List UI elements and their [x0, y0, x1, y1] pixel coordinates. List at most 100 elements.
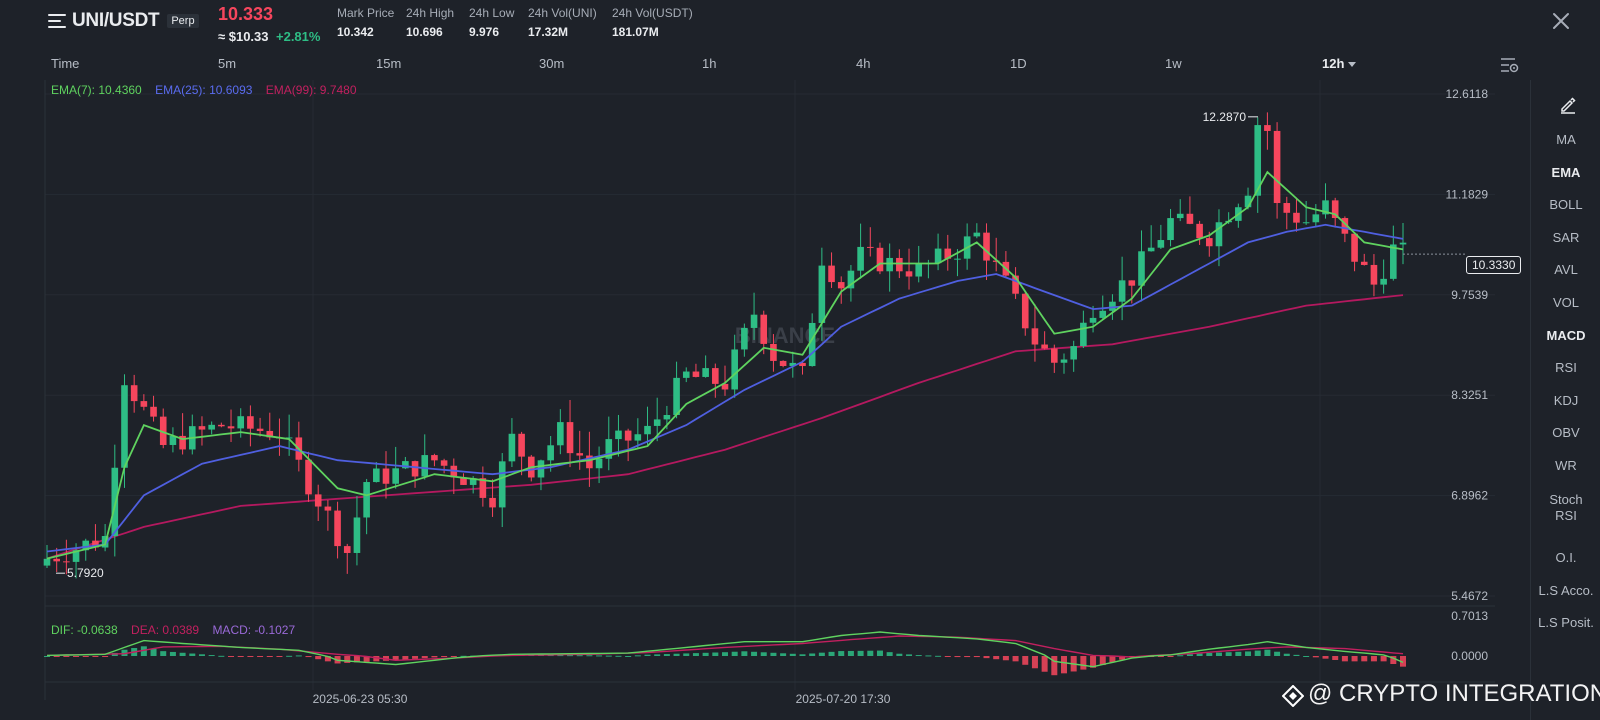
indicator-kdj[interactable]: KDJ — [1553, 393, 1579, 408]
candle-body — [1215, 222, 1223, 247]
macd-bar — [799, 654, 806, 656]
macd-bar — [1293, 654, 1300, 656]
candle-body — [1157, 240, 1165, 248]
macd-bar — [760, 652, 767, 656]
macd-bar — [228, 656, 235, 657]
candle-body — [1283, 203, 1291, 213]
indicator-wr[interactable]: WR — [1555, 458, 1577, 473]
stat-24h-high: 24h High 10.696 — [406, 6, 454, 39]
macd-bar — [896, 653, 903, 656]
macd-bar — [344, 656, 351, 663]
candle-body — [663, 415, 671, 420]
candle-body — [43, 558, 51, 566]
candle-body — [402, 461, 409, 469]
stat-24h-low: 24h Low 9.976 — [469, 6, 514, 39]
indicator-vol[interactable]: VOL — [1552, 295, 1579, 310]
close-icon[interactable] — [1550, 10, 1572, 32]
candle-body — [1399, 242, 1407, 245]
pencil-icon[interactable] — [1559, 96, 1577, 114]
interval-15m[interactable]: 15m — [376, 56, 402, 71]
candle-body — [673, 377, 680, 416]
interval-30m[interactable]: 30m — [539, 56, 565, 71]
stat-label: Mark Price — [337, 6, 395, 20]
candle-body — [479, 478, 487, 498]
interval-4h[interactable]: 4h — [856, 56, 871, 71]
macd-bar — [867, 650, 874, 656]
indicator-rsi[interactable]: RSI — [1555, 360, 1577, 375]
macd-legend: DIF: -0.0638 DEA: 0.0389 MACD: -0.1027 — [51, 623, 305, 637]
ema25-legend: EMA(25): 10.6093 — [155, 83, 253, 97]
candle-body — [266, 430, 274, 438]
macd-bar — [1303, 656, 1310, 657]
macd-bar — [460, 655, 467, 657]
time-axis-label: 2025-06-23 05:30 — [313, 692, 408, 706]
macd-bar — [1196, 653, 1203, 656]
candle-body — [1390, 244, 1397, 279]
macd-bar — [1109, 656, 1116, 663]
symbol-selector[interactable]: UNI/USDT Perp — [48, 10, 199, 32]
interval-1d[interactable]: 1D — [1010, 56, 1027, 71]
candle-body — [208, 424, 215, 430]
macd-bar — [1351, 656, 1358, 662]
indicator-obv[interactable]: OBV — [1552, 425, 1580, 440]
macd-bar — [198, 654, 205, 656]
candle-body — [818, 265, 826, 323]
candlestick-chart[interactable]: BINANCE 12.611811.18299.75398.32516.8962… — [0, 80, 1525, 710]
macd-bar — [751, 651, 758, 656]
macd-bar — [1099, 656, 1106, 666]
interval-1h[interactable]: 1h — [702, 56, 717, 71]
macd-bar — [441, 656, 448, 657]
candle-body — [837, 282, 845, 289]
ema7-legend: EMA(7): 10.4360 — [51, 83, 142, 97]
candle-body — [411, 461, 419, 477]
indicator-oi[interactable]: O.I. — [1555, 550, 1577, 565]
candle-body — [866, 246, 874, 248]
candle-body — [828, 265, 835, 283]
candle-body — [586, 455, 593, 469]
price-axis-label: 5.4672 — [1451, 589, 1488, 603]
macd-bar — [722, 652, 728, 656]
candle-body — [750, 314, 758, 328]
macd-value-legend: MACD: -0.1027 — [212, 623, 296, 637]
candle-body — [576, 453, 584, 456]
candle-body — [1196, 223, 1203, 239]
candle-body — [857, 246, 864, 271]
macd-bar — [741, 651, 748, 656]
indicator-ema[interactable]: EMA — [1551, 165, 1581, 180]
interval-time[interactable]: Time — [51, 56, 80, 71]
candle-body — [498, 461, 506, 508]
menu-icon[interactable] — [48, 14, 66, 28]
indicator-stoch-rsi[interactable]: Stoch RSI — [1549, 492, 1583, 523]
candle-body — [363, 482, 370, 518]
candle-body — [1051, 348, 1058, 363]
macd-bar — [1341, 656, 1348, 662]
candle-body — [634, 434, 642, 441]
candle-body — [557, 422, 564, 446]
indicator-macd[interactable]: MACD — [1546, 328, 1586, 343]
settings-icon[interactable] — [1500, 56, 1520, 74]
macd-bar — [1283, 653, 1290, 656]
indicator-boll[interactable]: BOLL — [1549, 197, 1583, 212]
candle-body — [615, 430, 622, 440]
macd-bar — [412, 656, 419, 659]
indicator-ls-accounts[interactable]: L.S Acco. — [1538, 583, 1594, 598]
candle-body — [305, 459, 312, 495]
macd-bar — [731, 651, 738, 656]
interval-1w[interactable]: 1w — [1165, 56, 1182, 71]
candle-body — [954, 258, 961, 260]
indicator-avl[interactable]: AVL — [1554, 262, 1578, 277]
macd-bar — [63, 656, 70, 657]
indicator-ma[interactable]: MA — [1556, 132, 1576, 147]
interval-5m[interactable]: 5m — [218, 56, 237, 71]
candle-body — [712, 368, 719, 384]
macd-bar — [1167, 656, 1174, 657]
candle-body — [1331, 200, 1339, 219]
indicator-sar[interactable]: SAR — [1552, 230, 1580, 245]
interval-12h[interactable]: 12h — [1322, 56, 1357, 71]
watermark-text: @ CRYPTO INTEGRATION — [1308, 680, 1600, 707]
candle-body — [1186, 213, 1194, 224]
indicator-ls-positions[interactable]: L.S Posit. — [1538, 615, 1594, 630]
macd-bar — [615, 655, 622, 657]
candle-body — [1244, 195, 1252, 208]
candle-body — [973, 232, 981, 237]
